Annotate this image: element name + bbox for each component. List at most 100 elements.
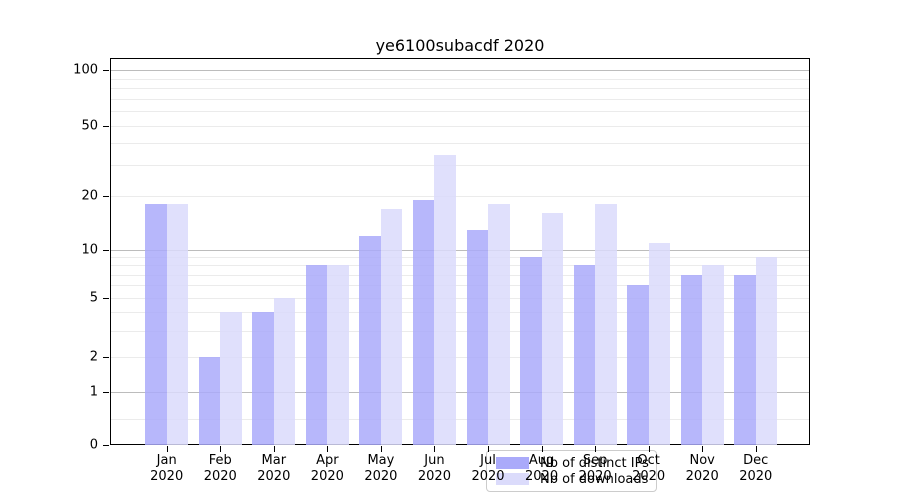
x-tick-year: 2020: [739, 469, 773, 484]
x-tick-month: Oct: [637, 453, 660, 468]
plot-area: Nb of distinct IPs Nb of downloads: [110, 58, 810, 492]
x-tick-year: 2020: [364, 469, 398, 484]
bar-nb-of-distinct-ips-dec-2020: [734, 274, 756, 445]
x-tick-label-may: May 2020: [353, 453, 409, 485]
x-tick-label-mar: Mar 2020: [246, 453, 302, 485]
y-tick-mark-2: [103, 357, 109, 358]
x-tick-mark-Oct: [648, 446, 650, 452]
bar-nb-of-downloads-dec-2020: [755, 257, 778, 445]
x-tick-label-oct: Oct 2020: [621, 453, 677, 485]
legend-swatch-distinct-ips: [496, 457, 529, 469]
bar-nb-of-distinct-ips-apr-2020: [305, 265, 328, 445]
x-tick-month: Apr: [316, 453, 339, 468]
x-tick-label-jan: Jan 2020: [139, 453, 195, 485]
bar-nb-of-downloads-jun-2020: [434, 155, 456, 445]
x-tick-year: 2020: [257, 469, 291, 484]
x-tick-month: May: [367, 453, 395, 468]
y-tick-label-1: 1: [89, 384, 98, 400]
gridline-minor-50: [111, 126, 809, 127]
y-tick-label-100: 100: [73, 62, 98, 78]
gridline-major-100: [111, 70, 809, 71]
y-tick-mark-0: [103, 445, 109, 446]
y-tick-mark-10: [103, 250, 109, 251]
gridline-minor-9: [111, 257, 809, 259]
gridline-major-1: [111, 392, 809, 393]
x-tick-year: 2020: [417, 469, 451, 484]
bar-nb-of-distinct-ips-oct-2020: [627, 285, 649, 445]
bar-nb-of-downloads-sep-2020: [595, 204, 617, 445]
x-tick-label-feb: Feb 2020: [192, 453, 248, 485]
bar-nb-of-distinct-ips-sep-2020: [573, 265, 596, 445]
bar-nb-of-downloads-feb-2020: [220, 312, 242, 445]
bar-nb-of-distinct-ips-jun-2020: [412, 199, 435, 445]
x-tick-month: Feb: [208, 453, 232, 468]
bar-nb-of-downloads-aug-2020: [541, 213, 564, 445]
gridline-minor-70: [111, 98, 809, 100]
x-tick-year: 2020: [310, 469, 344, 484]
x-tick-mark-Dec: [755, 446, 757, 452]
x-tick-label-dec: Dec 2020: [728, 453, 784, 485]
x-tick-mark-Jan: [166, 446, 168, 452]
x-tick-year: 2020: [525, 469, 559, 484]
gridline-minor-7: [111, 274, 809, 276]
x-tick-year: 2020: [471, 469, 505, 484]
x-tick-month: Mar: [261, 453, 287, 468]
x-tick-label-nov: Nov 2020: [674, 453, 730, 485]
gridline-minor-80: [111, 88, 809, 90]
x-tick-mark-Jul: [488, 446, 489, 452]
gridline-minor-5: [111, 298, 809, 299]
legend: Nb of distinct IPs Nb of downloads: [486, 450, 657, 492]
bar-nb-of-downloads-jan-2020: [166, 204, 189, 445]
x-tick-month: Aug: [528, 453, 555, 468]
bar-nb-of-distinct-ips-aug-2020: [520, 257, 542, 445]
x-tick-mark-Mar: [273, 446, 275, 452]
y-tick-label-50: 50: [81, 118, 98, 134]
gridline-minor-8: [111, 265, 809, 267]
legend-label-downloads: Nb of downloads: [540, 471, 649, 487]
x-tick-month: Jul: [480, 453, 496, 468]
y-tick-mark-1: [103, 392, 109, 393]
x-tick-label-apr: Apr 2020: [299, 453, 355, 485]
x-tick-label-jul: Jul 2020: [460, 453, 516, 485]
x-tick-year: 2020: [203, 469, 237, 484]
x-tick-year: 2020: [685, 469, 719, 484]
gridline-major-10: [111, 250, 809, 251]
bar-nb-of-distinct-ips-mar-2020: [252, 312, 274, 445]
y-tick-mark-20: [103, 196, 109, 197]
legend-item-downloads: Nb of downloads: [496, 471, 649, 487]
gridline-minor-40: [111, 143, 809, 145]
bar-nb-of-downloads-mar-2020: [273, 298, 296, 445]
x-tick-label-jun: Jun 2020: [406, 453, 462, 485]
gridline-minor-20: [111, 196, 809, 197]
x-tick-mark-Jun: [434, 446, 436, 452]
gridline-minor-30: [111, 165, 809, 167]
y-tick-label-2: 2: [89, 349, 98, 365]
y-tick-mark-5: [103, 298, 109, 299]
x-tick-mark-Aug: [541, 446, 543, 452]
x-tick-mark-Nov: [702, 446, 704, 452]
bar-nb-of-downloads-may-2020: [380, 208, 403, 445]
gridline-minor-3: [111, 330, 809, 332]
bar-nb-of-downloads-apr-2020: [327, 265, 349, 445]
gridline-minor-6: [111, 285, 809, 287]
x-tick-mark-Apr: [327, 446, 329, 452]
x-tick-label-sep: Sep 2020: [567, 453, 623, 485]
y-tick-label-20: 20: [81, 188, 98, 204]
bar-nb-of-distinct-ips-jul-2020: [466, 229, 488, 445]
gridline-minor-90: [111, 78, 809, 80]
legend-swatch-downloads: [496, 473, 529, 485]
bar-nb-of-distinct-ips-jan-2020: [145, 204, 167, 445]
x-tick-year: 2020: [632, 469, 666, 484]
gridline-minor-2: [111, 357, 809, 358]
x-tick-month: Sep: [582, 453, 608, 468]
gridline-minor-4: [111, 312, 809, 314]
x-tick-mark-Sep: [595, 446, 597, 452]
bar-nb-of-downloads-nov-2020: [702, 265, 724, 445]
y-tick-mark-100: [103, 70, 109, 71]
x-tick-year: 2020: [150, 469, 184, 484]
x-tick-year: 2020: [578, 469, 612, 484]
legend-item-distinct-ips: Nb of distinct IPs: [496, 455, 649, 471]
bar-nb-of-distinct-ips-may-2020: [359, 235, 381, 445]
x-tick-month: Jun: [424, 453, 445, 468]
